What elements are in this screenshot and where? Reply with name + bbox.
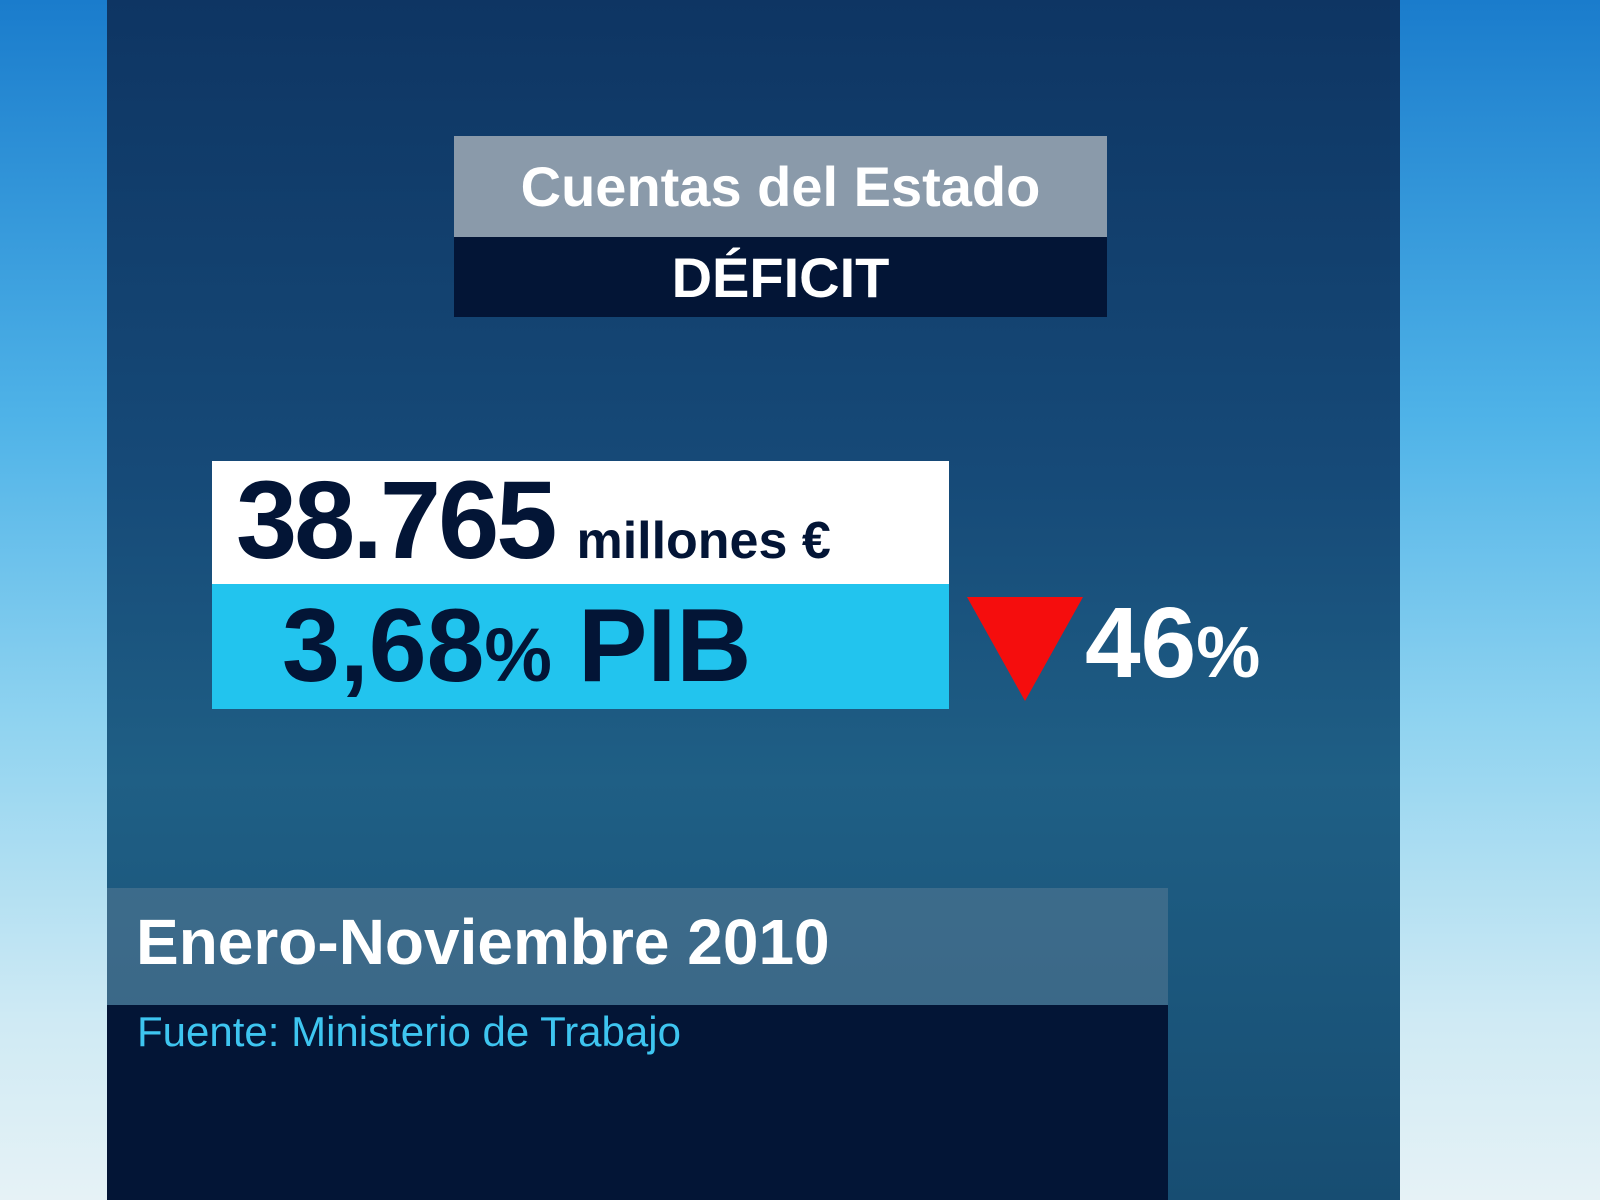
gdp-box: 3,68 % PIB [212, 584, 949, 709]
amount-box: 38.765 millones € [212, 461, 949, 584]
title: Cuentas del Estado [520, 155, 1041, 218]
change-value: 46 [1085, 587, 1197, 699]
amount-unit: millones € [576, 512, 831, 570]
title-box: Cuentas del Estado [454, 136, 1107, 237]
down-triangle [967, 597, 1083, 701]
gdp-label: PIB [578, 588, 752, 704]
source-box [107, 1005, 1168, 1200]
period: Enero-Noviembre 2010 [136, 906, 830, 978]
gdp-unit: % [484, 613, 552, 698]
change-unit: % [1196, 613, 1261, 693]
subtitle-box: DÉFICIT [454, 237, 1107, 317]
amount: 38.765 [236, 459, 557, 582]
period-box [107, 888, 1168, 1005]
subtitle: DÉFICIT [671, 245, 890, 309]
source: Fuente: Ministerio de Trabajo [137, 1008, 681, 1055]
gdp-value: 3,68 [282, 588, 485, 704]
down-arrow [967, 597, 1083, 701]
change: 46 % [1085, 588, 1260, 698]
